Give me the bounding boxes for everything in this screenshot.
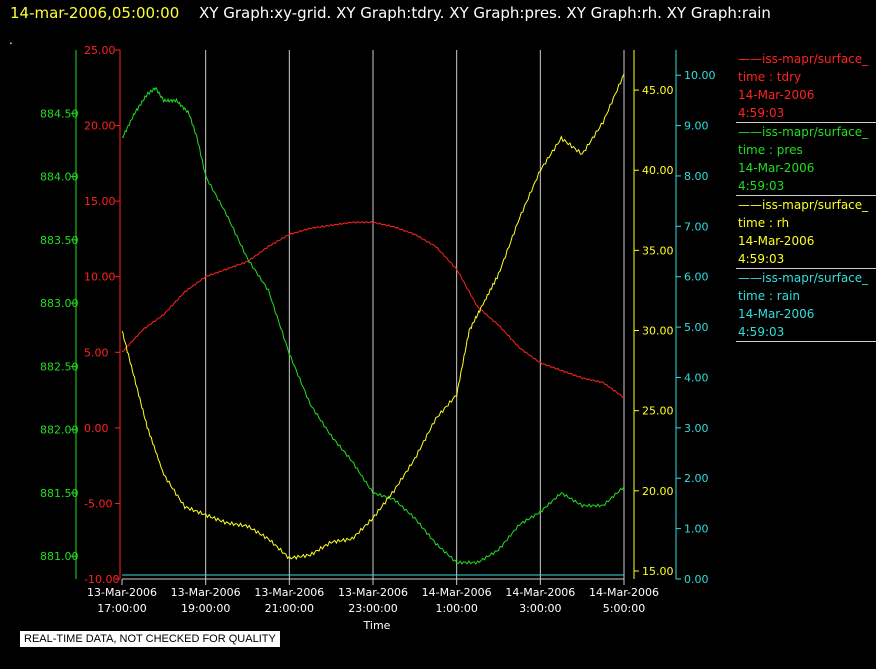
x-tick-label-time: 17:00:00 [97, 602, 146, 615]
y-tick-label-rh: 15.00 [642, 565, 674, 578]
y-tick-label-rh: 25.00 [642, 405, 674, 418]
legend-date: 14-Mar-2006 [738, 307, 815, 321]
legend-time: 4:59:03 [738, 252, 785, 266]
legend-entry-rh[interactable]: ——iss-mapr/surface_ time : rh 14-Mar-200… [736, 196, 876, 269]
legend-field: time : pres [738, 143, 803, 157]
x-tick-label-time: 3:00:00 [519, 602, 561, 615]
x-tick-label-date: 14-Mar-2006 [589, 586, 659, 599]
y-tick-label-rain: 7.00 [684, 220, 709, 233]
legend: ——iss-mapr/surface_ time : tdry 14-Mar-2… [736, 50, 876, 342]
y-tick-label-rain: 6.00 [684, 271, 709, 284]
y-tick-label-rain: 2.00 [684, 472, 709, 485]
y-tick-label-pres: 883.50 [40, 234, 79, 247]
quality-disclaimer: REAL-TIME DATA, NOT CHECKED FOR QUALITY [20, 631, 280, 647]
x-axis-label: Time [363, 619, 391, 632]
y-tick-label-pres: 883.00 [40, 297, 79, 310]
legend-time: 4:59:03 [738, 106, 785, 120]
legend-time: 4:59:03 [738, 179, 785, 193]
y-tick-label-tdry: 5.00 [84, 346, 109, 359]
graph-header: 14-mar-2006,05:00:00 XY Graph:xy-grid. X… [0, 0, 876, 28]
legend-date: 14-Mar-2006 [738, 88, 815, 102]
y-tick-label-tdry: 10.00 [84, 271, 116, 284]
y-tick-label-pres: 881.50 [40, 487, 79, 500]
x-tick-label-date: 13-Mar-2006 [254, 586, 324, 599]
legend-field: time : tdry [738, 70, 802, 84]
x-tick-label-date: 14-Mar-2006 [505, 586, 575, 599]
x-tick-label-time: 19:00:00 [181, 602, 230, 615]
y-tick-label-tdry: -10.00 [84, 573, 119, 586]
x-tick-label-date: 13-Mar-2006 [171, 586, 241, 599]
legend-entry-tdry[interactable]: ——iss-mapr/surface_ time : tdry 14-Mar-2… [736, 50, 876, 123]
y-tick-label-pres: 884.00 [40, 171, 79, 184]
current-timestamp: 14-mar-2006,05:00:00 [10, 4, 180, 22]
x-tick-label-date: 13-Mar-2006 [87, 586, 157, 599]
y-tick-label-rain: 0.00 [684, 573, 709, 586]
series-line-pres [121, 86, 625, 565]
y-tick-label-rh: 35.00 [642, 244, 674, 257]
legend-entry-rain[interactable]: ——iss-mapr/surface_ time : rain 14-Mar-2… [736, 269, 876, 342]
y-tick-label-rain: 4.00 [684, 371, 709, 384]
y-tick-label-pres: 882.00 [40, 424, 79, 437]
x-tick-label-time: 23:00:00 [348, 602, 397, 615]
legend-series-name: ——iss-mapr/surface_ [738, 125, 869, 139]
y-tick-label-rh: 45.00 [642, 84, 674, 97]
y-tick-label-pres: 881.00 [40, 550, 79, 563]
legend-field: time : rain [738, 289, 801, 303]
legend-field: time : rh [738, 216, 790, 230]
y-tick-label-rain: 9.00 [684, 120, 709, 133]
y-tick-label-tdry: -5.00 [84, 497, 112, 510]
series-line-rh [121, 73, 625, 560]
y-tick-label-pres: 884.50 [40, 107, 79, 120]
y-tick-label-rain: 10.00 [684, 69, 716, 82]
legend-entry-pres[interactable]: ——iss-mapr/surface_ time : pres 14-Mar-2… [736, 123, 876, 196]
legend-series-name: ——iss-mapr/surface_ [738, 271, 869, 285]
dot-marker: . [9, 33, 13, 47]
legend-series-name: ——iss-mapr/surface_ [738, 52, 869, 66]
graph-title: XY Graph:xy-grid. XY Graph:tdry. XY Grap… [199, 4, 771, 22]
legend-date: 14-Mar-2006 [738, 161, 815, 175]
y-tick-label-tdry: 15.00 [84, 195, 116, 208]
x-tick-label-time: 5:00:00 [603, 602, 645, 615]
series-line-tdry [121, 220, 625, 399]
y-tick-label-tdry: 25.00 [84, 44, 116, 57]
y-tick-label-rain: 1.00 [684, 523, 709, 536]
x-tick-label-date: 14-Mar-2006 [422, 586, 492, 599]
y-tick-label-tdry: 20.00 [84, 120, 116, 133]
x-tick-label-date: 13-Mar-2006 [338, 586, 408, 599]
x-tick-label-time: 1:00:00 [435, 602, 477, 615]
legend-time: 4:59:03 [738, 325, 785, 339]
y-tick-label-rain: 3.00 [684, 422, 709, 435]
y-tick-label-rain: 5.00 [684, 321, 709, 334]
x-tick-label-time: 21:00:00 [265, 602, 314, 615]
legend-date: 14-Mar-2006 [738, 234, 815, 248]
y-tick-label-rain: 8.00 [684, 170, 709, 183]
legend-series-name: ——iss-mapr/surface_ [738, 198, 869, 212]
y-tick-label-rh: 20.00 [642, 485, 674, 498]
y-tick-label-rh: 30.00 [642, 325, 674, 338]
y-tick-label-pres: 882.50 [40, 360, 79, 373]
y-tick-label-rh: 40.00 [642, 164, 674, 177]
y-tick-label-tdry: 0.00 [84, 422, 109, 435]
